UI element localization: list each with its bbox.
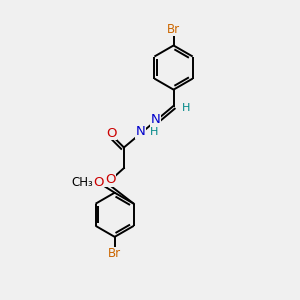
Text: N: N [151, 113, 160, 126]
Text: N: N [136, 125, 146, 138]
Text: O: O [93, 176, 104, 189]
Text: H: H [150, 127, 159, 137]
Text: Br: Br [108, 248, 121, 260]
Text: O: O [106, 127, 116, 140]
Text: CH₃: CH₃ [71, 176, 93, 189]
Text: O: O [105, 173, 116, 186]
Text: H: H [182, 103, 190, 113]
Text: Br: Br [167, 23, 180, 36]
